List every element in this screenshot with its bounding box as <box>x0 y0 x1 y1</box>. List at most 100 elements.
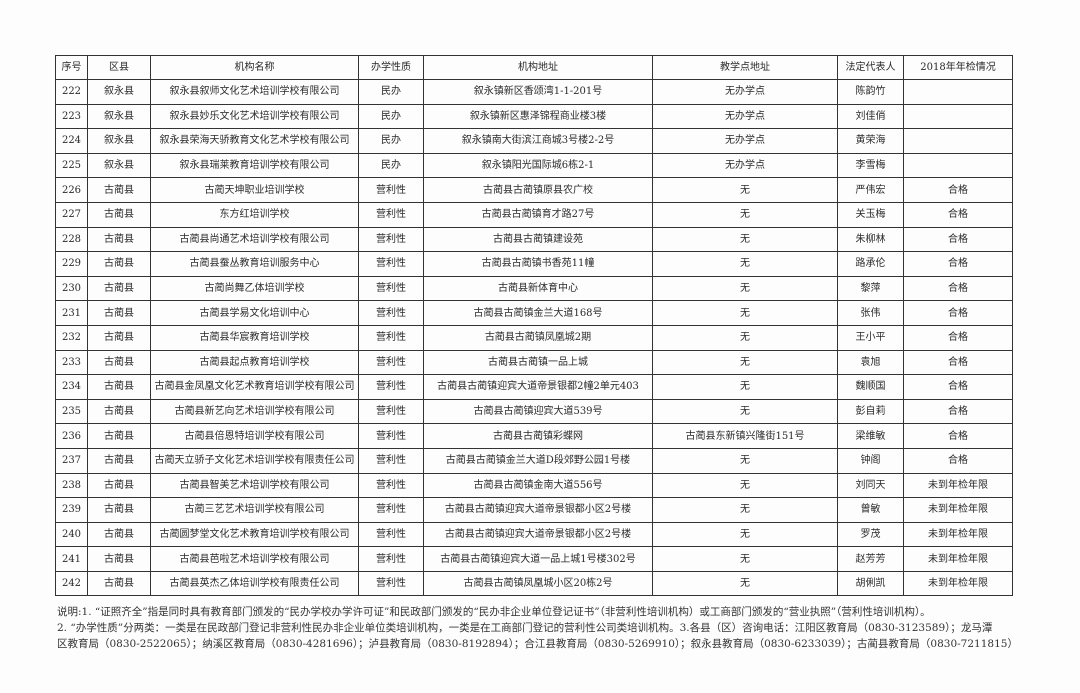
cell-district: 叙永县 <box>87 79 151 105</box>
notes: 说明:1. “证照齐全”指是同时具有教育部门颁发的“民办学校办学许可证”和民政部… <box>57 604 1018 652</box>
cell-row-number: 227 <box>55 201 88 228</box>
cell-district: 古蔺县 <box>87 374 151 400</box>
cell-legal-representative: 李雪梅 <box>837 152 904 179</box>
cell-annual-inspection: 合格 <box>903 398 1013 425</box>
note-line-3: 区教育局（0830-2522065）；纳溪区教育局（0830-4281696）；… <box>57 638 1018 650</box>
cell-institution-name: 古蔺天坤职业培训学校 <box>150 177 359 203</box>
cell-school-type: 营利性 <box>358 398 424 425</box>
header-district: 区县 <box>87 55 151 80</box>
cell-institution-name: 古蔺县蚕丛教育培训服务中心 <box>150 251 359 277</box>
cell-school-type: 营利性 <box>358 423 424 449</box>
cell-school-type: 民办 <box>358 152 424 179</box>
cell-institution-name: 古蔺县华宸教育培训学校 <box>150 324 359 351</box>
cell-annual-inspection: 未到年检年限 <box>903 570 1013 597</box>
cell-legal-representative: 刘同天 <box>837 472 904 499</box>
cell-institution-address: 古蔺县古蔺镇迎宾大道帝景银都小区2号楼 <box>423 521 653 548</box>
cell-annual-inspection: 合格 <box>903 201 1013 228</box>
cell-row-number: 236 <box>55 423 88 449</box>
header-row: 序号 区县 机构名称 办学性质 机构地址 教学点地址 法定代表人 2018年年检情况 <box>55 55 1013 80</box>
cell-legal-representative: 黎萍 <box>837 275 904 302</box>
cell-district: 叙永县 <box>87 128 151 154</box>
cell-legal-representative: 彭自莉 <box>837 398 904 425</box>
note-line-1: 说明:1. “证照齐全”指是同时具有教育部门颁发的“民办学校办学许可证”和民政部… <box>57 606 931 618</box>
cell-legal-representative: 胡俐凯 <box>837 570 904 597</box>
cell-teaching-site-address: 无 <box>652 521 838 548</box>
cell-row-number: 232 <box>55 324 88 351</box>
header-institution-address: 机构地址 <box>423 55 653 80</box>
cell-institution-address: 古蔺县古蔺镇书香苑11幢 <box>423 251 653 277</box>
cell-teaching-site-address: 无 <box>652 275 838 302</box>
cell-teaching-site-address: 无 <box>652 201 838 228</box>
cell-institution-address: 叙永镇南大街滨江商城3号楼2-2号 <box>423 128 653 154</box>
cell-district: 古蔺县 <box>87 226 151 253</box>
cell-legal-representative: 梁维敏 <box>837 423 904 449</box>
cell-annual-inspection <box>903 79 1013 105</box>
cell-institution-address: 古蔺县古蔺镇原县农广校 <box>423 177 653 203</box>
cell-school-type: 营利性 <box>358 324 424 351</box>
header-school-type: 办学性质 <box>358 55 424 80</box>
table-row: 230 古蔺县 古蔺尚舞乙体培训学校 营利性 古蔺县新体育中心无黎萍 合格 <box>55 275 1013 302</box>
note-line-2: 2. “办学性质”分两类：一类是在民政部门登记非营利性民办非企业单位类培训机构，… <box>57 622 993 634</box>
cell-district: 古蔺县 <box>87 251 151 277</box>
cell-legal-representative: 张伟 <box>837 300 904 326</box>
cell-institution-address: 叙永镇阳光国际城6栋2-1 <box>423 152 653 179</box>
table-row: 222 叙永县 叙永县叙师文化艺术培训学校有限公司 民办 叙永镇新区香颂湾1-1-201… <box>55 79 1013 105</box>
cell-school-type: 民办 <box>358 128 424 154</box>
cell-annual-inspection: 合格 <box>903 423 1013 449</box>
cell-legal-representative: 陈韵竹 <box>837 79 904 105</box>
cell-annual-inspection: 合格 <box>903 275 1013 302</box>
cell-teaching-site-address: 无 <box>652 472 838 499</box>
table-row: 240 古蔺县 古蔺圆梦堂文化艺术教育培训学校有限公司 营利性 古蔺县古蔺镇迎宾大道帝景… <box>55 521 1013 548</box>
cell-institution-address: 古蔺县古蔺镇迎宾大道帝景银都小区2号楼 <box>423 497 653 523</box>
cell-institution-address: 古蔺县古蔺镇彩蝶网 <box>423 423 653 449</box>
header-teaching-site-address: 教学点地址 <box>652 55 838 80</box>
table-row: 231 古蔺县 古蔺县学易文化培训中心 营利性 古蔺县古蔺镇金兰大道168号无张伟 合格 <box>55 300 1013 326</box>
cell-institution-name: 叙永县叙师文化艺术培训学校有限公司 <box>150 79 359 105</box>
cell-annual-inspection <box>903 128 1013 154</box>
cell-row-number: 239 <box>55 497 88 523</box>
cell-school-type: 民办 <box>358 79 424 105</box>
cell-institution-name: 古蔺县芭啦艺术培训学校有限公司 <box>150 546 359 572</box>
cell-district: 古蔺县 <box>87 300 151 326</box>
cell-institution-name: 古蔺县金凤凰文化艺术教育培训学校有限公司 <box>150 374 359 400</box>
cell-institution-name: 叙永县妙乐文化艺术培训学校有限公司 <box>150 103 359 130</box>
table-row: 241 古蔺县 古蔺县芭啦艺术培训学校有限公司 营利性 古蔺县古蔺镇迎宾大道一品上城1号… <box>55 546 1013 572</box>
cell-school-type: 营利性 <box>358 546 424 572</box>
cell-district: 叙永县 <box>87 152 151 179</box>
cell-institution-name: 古蔺县新艺向艺术培训学校有限公司 <box>150 398 359 425</box>
cell-annual-inspection: 合格 <box>903 177 1013 203</box>
cell-teaching-site-address: 无 <box>652 300 838 326</box>
cell-legal-representative: 黄荣海 <box>837 128 904 154</box>
cell-district: 古蔺县 <box>87 447 151 474</box>
cell-school-type: 营利性 <box>358 177 424 203</box>
cell-institution-address: 古蔺县古蔺镇凤凰城小区20栋2号 <box>423 570 653 597</box>
header-row-number: 序号 <box>55 55 88 80</box>
cell-institution-name: 古蔺县智美艺术培训学校有限公司 <box>150 472 359 499</box>
cell-school-type: 营利性 <box>358 570 424 597</box>
cell-teaching-site-address: 无办学点 <box>652 103 838 130</box>
table-row: 223 叙永县 叙永县妙乐文化艺术培训学校有限公司 民办 叙永镇新区惠泽锦程商业楼3楼无… <box>55 103 1013 130</box>
cell-institution-address: 古蔺县古蔺镇迎宾大道539号 <box>423 398 653 425</box>
cell-annual-inspection: 合格 <box>903 251 1013 277</box>
header-annual-inspection: 2018年年检情况 <box>903 55 1013 80</box>
cell-teaching-site-address: 无 <box>652 226 838 253</box>
cell-institution-address: 古蔺县新体育中心 <box>423 275 653 302</box>
cell-district: 古蔺县 <box>87 324 151 351</box>
cell-institution-name: 古蔺天立骄子文化艺术培训学校有限责任公司 <box>150 447 359 474</box>
cell-school-type: 营利性 <box>358 447 424 474</box>
cell-teaching-site-address: 无 <box>652 447 838 474</box>
cell-district: 古蔺县 <box>87 570 151 597</box>
cell-district: 古蔺县 <box>87 521 151 548</box>
cell-teaching-site-address: 无 <box>652 177 838 203</box>
table-row: 227 古蔺县 东方红培训学校 营利性 古蔺县古蔺镇育才路27号无关玉梅 合格 <box>55 201 1013 228</box>
cell-district: 古蔺县 <box>87 472 151 499</box>
cell-district: 古蔺县 <box>87 546 151 572</box>
cell-institution-address: 古蔺县古蔺镇一品上城 <box>423 349 653 376</box>
cell-institution-name: 古蔺三艺艺术培训学校有限公司 <box>150 497 359 523</box>
cell-institution-address: 古蔺县古蔺镇金兰大道168号 <box>423 300 653 326</box>
cell-teaching-site-address: 无 <box>652 546 838 572</box>
cell-institution-address: 古蔺县古蔺镇凤凰城2期 <box>423 324 653 351</box>
cell-annual-inspection: 合格 <box>903 447 1013 474</box>
cell-teaching-site-address: 无 <box>652 398 838 425</box>
